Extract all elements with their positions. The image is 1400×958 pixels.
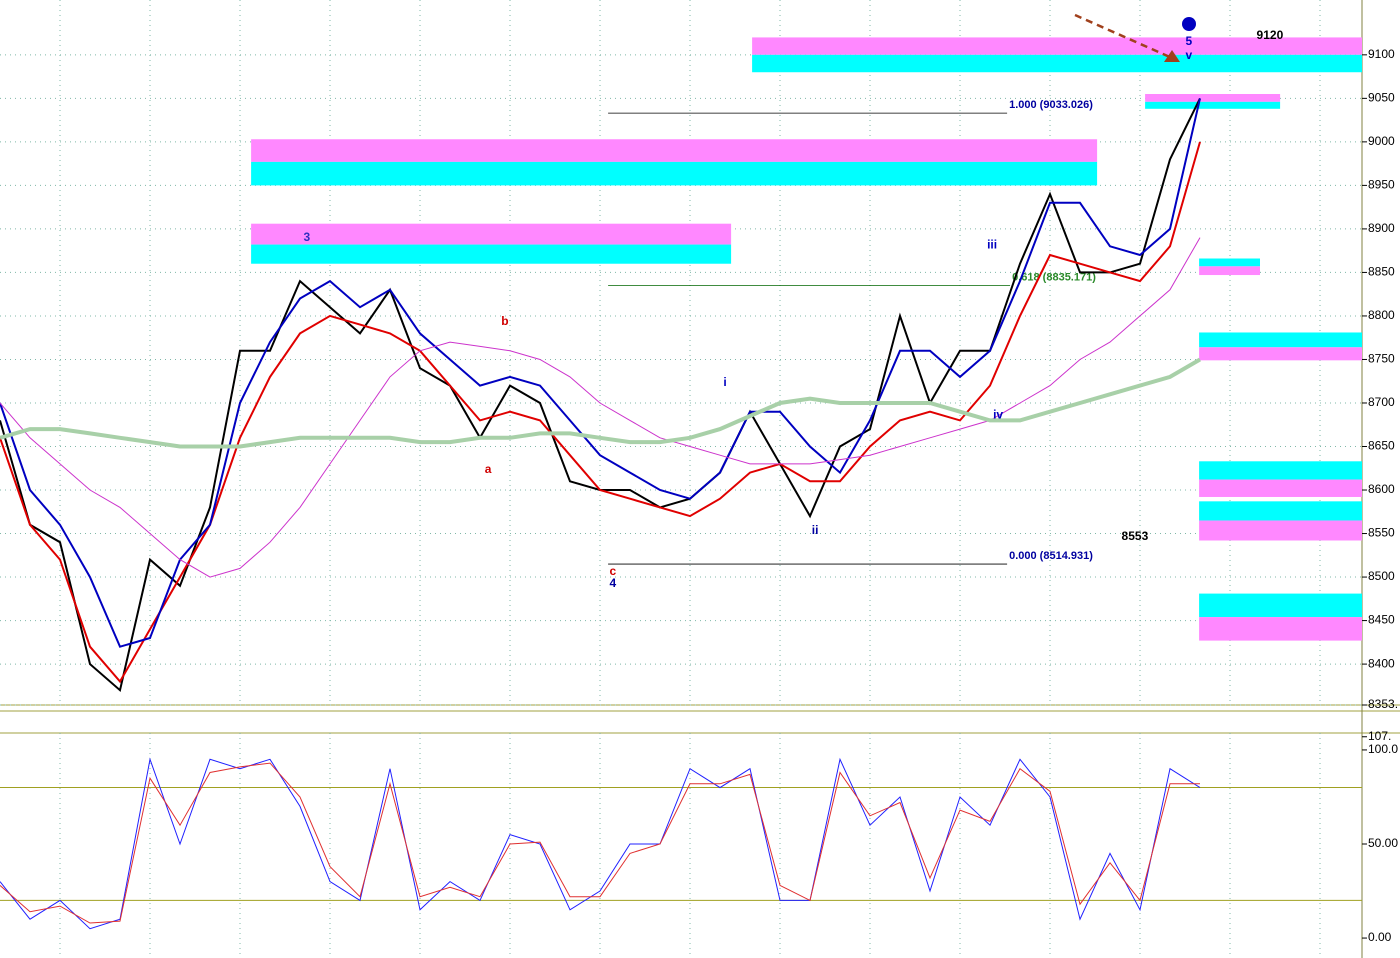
annotation: 3 (304, 230, 311, 244)
zone-upper (1145, 94, 1281, 102)
series-line (0, 98, 1201, 648)
zone-upper (1199, 501, 1362, 521)
zone-lower (1199, 617, 1362, 641)
wave-circle (1182, 17, 1196, 31)
series-line (0, 762, 1200, 924)
zone-upper (1199, 461, 1362, 480)
zone-upper (752, 37, 1362, 55)
annotation: c (610, 564, 617, 578)
zone-upper (1199, 332, 1362, 348)
y-tick-label: 8550 (1368, 526, 1395, 540)
y-tick-label: 8500 (1368, 569, 1395, 583)
zone-upper (251, 223, 732, 245)
y-tick-label: 0.00 (1368, 930, 1392, 944)
zone-lower (1199, 347, 1362, 361)
annotation: ii (812, 523, 819, 537)
arrow-head (1164, 50, 1180, 62)
y-tick-label: 8650 (1368, 439, 1395, 453)
annotation: 8553 (1122, 529, 1149, 543)
y-tick-label: 8850 (1368, 265, 1395, 279)
annotation: i (723, 375, 726, 389)
annotation: 9120 (1257, 28, 1284, 42)
y-tick-label: 8900 (1368, 221, 1395, 235)
series-line (0, 141, 1201, 684)
y-tick-label: 8700 (1368, 395, 1395, 409)
y-tick-label: 8600 (1368, 482, 1395, 496)
zone-upper (251, 139, 1098, 162)
annotation: iv (993, 407, 1003, 421)
zone-upper (1199, 258, 1260, 267)
y-tick-label: 9000 (1368, 134, 1395, 148)
annotation: iii (987, 238, 997, 252)
series-line (0, 357, 1202, 449)
y-tick-label: 100.0 (1368, 742, 1398, 756)
zone-upper (1199, 593, 1362, 618)
zone-lower (251, 161, 1098, 186)
zone-lower (1199, 520, 1362, 541)
annotation: v (1186, 48, 1193, 62)
y-tick-label: 9050 (1368, 91, 1395, 105)
zone-lower (1199, 266, 1260, 276)
y-tick-label: 8353. (1368, 697, 1398, 711)
zone-lower (251, 244, 732, 264)
zone-lower (1145, 101, 1281, 109)
annotation: 4 (610, 576, 617, 590)
y-tick-label: 8950 (1368, 178, 1395, 192)
y-tick-label: 8450 (1368, 613, 1395, 627)
zone-lower (752, 54, 1362, 73)
y-tick-label: 8800 (1368, 308, 1395, 322)
y-tick-label: 107. (1368, 729, 1391, 743)
fib-label: 0.000 (8514.931) (1009, 550, 1093, 562)
annotation: 5 (1186, 34, 1193, 48)
zone-lower (1199, 479, 1362, 497)
series-line (0, 237, 1201, 578)
y-tick-label: 50.00 (1368, 836, 1398, 850)
annotation: a (485, 462, 492, 476)
y-tick-label: 9100 (1368, 47, 1395, 61)
annotation: b (501, 314, 508, 328)
y-tick-label: 8400 (1368, 656, 1395, 670)
y-tick-label: 8750 (1368, 352, 1395, 366)
arrow (1074, 13, 1173, 60)
fib-label: 0.618 (8835.171) (1012, 271, 1096, 283)
fib-label: 1.000 (9033.026) (1009, 99, 1093, 111)
